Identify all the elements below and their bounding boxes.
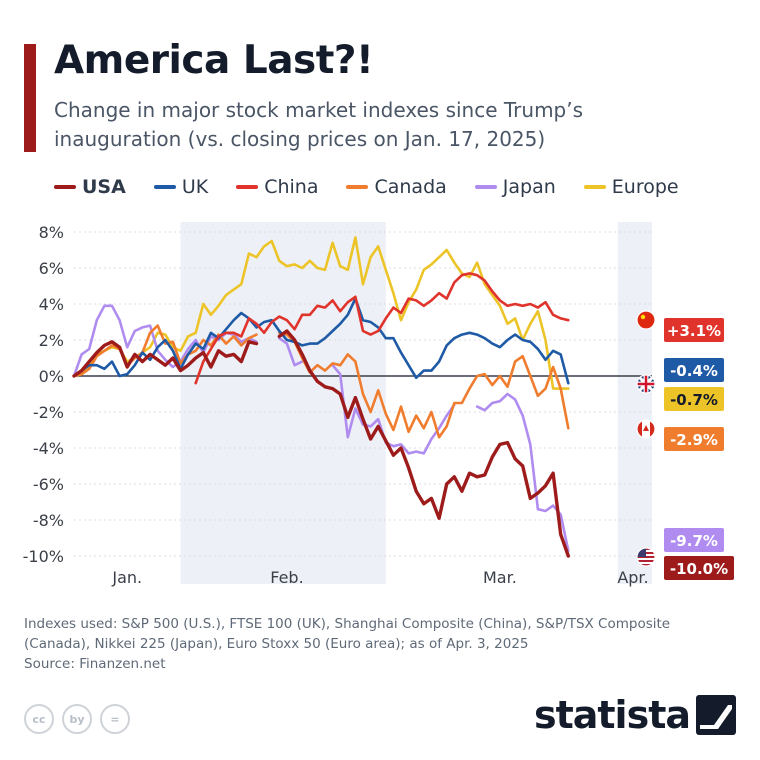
cc-icon[interactable]: cc <box>24 704 54 734</box>
legend-item-japan: Japan <box>474 176 556 198</box>
legend-label-usa: USA <box>82 176 126 198</box>
shaded-band-1 <box>617 222 652 584</box>
uk-flag-icon <box>636 374 656 394</box>
page-title: America Last?! <box>54 38 374 83</box>
flag-ring <box>636 547 656 567</box>
legend-swatch-europe <box>583 185 606 189</box>
title-accent-bar <box>24 44 36 152</box>
source-line: Source: Finanzen.net <box>24 656 166 672</box>
ca-flag-icon <box>636 419 656 439</box>
page-subtitle: Change in major stock market indexes sin… <box>54 98 584 151</box>
license-icons: cc by = <box>24 704 138 734</box>
end-label-uk: -0.4% <box>670 362 718 380</box>
flag-stripe <box>637 560 655 562</box>
end-label-usa: -10.0% <box>670 560 728 578</box>
end-label-box-usa <box>664 556 734 580</box>
legend-item-uk: UK <box>153 176 209 198</box>
indexes-note: Indexes used: S&P 500 (U.S.), FTSE 100 (… <box>24 616 671 652</box>
cn-flag-icon <box>636 310 656 330</box>
legend-swatch-uk <box>153 185 176 189</box>
y-tick-label: -10% <box>23 547 64 566</box>
x-tick-label: Mar. <box>483 568 517 587</box>
series-line-japan <box>278 336 304 367</box>
series-line-china <box>194 272 570 385</box>
series-line-usa <box>72 340 259 378</box>
chart-legend: USA UK China Canada Japan Europe <box>54 176 707 198</box>
y-tick-label: 2% <box>39 331 64 350</box>
end-label-japan: -9.7% <box>670 532 718 550</box>
flag-body <box>637 420 655 438</box>
series-line-canada <box>278 331 570 439</box>
legend-swatch-usa <box>54 185 76 189</box>
flag-star <box>640 314 646 320</box>
line-chart: 8% 6% 4% 2% 0% -2% -4% -6% -8% -10% Jan. Feb. Mar. Ap… <box>23 222 734 587</box>
y-tick-label: 8% <box>39 223 64 242</box>
legend-label-japan: Japan <box>502 176 556 198</box>
no-derivatives-icon[interactable]: = <box>100 704 130 734</box>
y-tick-label: -4% <box>33 439 64 458</box>
statista-mark-icon <box>696 695 736 735</box>
end-label-box-canada <box>664 427 724 451</box>
series-line-usa <box>277 329 570 558</box>
y-tick-label: 4% <box>39 295 64 314</box>
legend-label-uk: UK <box>181 176 209 198</box>
end-label-europe: -0.7% <box>670 391 718 409</box>
legend-item-canada: Canada <box>346 176 447 198</box>
legend-item-usa: USA <box>54 176 126 198</box>
flag-stripe <box>637 564 655 566</box>
legend-item-europe: Europe <box>583 176 679 198</box>
legend-label-canada: Canada <box>374 176 447 198</box>
end-label-box-uk <box>664 358 724 382</box>
flag-canton <box>637 548 646 557</box>
y-tick-label: 6% <box>39 259 64 278</box>
legend-label-china: China <box>264 176 319 198</box>
y-tick-label: -2% <box>33 403 64 422</box>
series-line-europe <box>72 236 570 390</box>
flag-ring <box>636 374 656 394</box>
statista-logo[interactable]: statista <box>534 693 736 737</box>
end-label-box-europe <box>664 387 724 411</box>
flag-ring <box>636 310 656 330</box>
x-tick-label: Feb. <box>270 568 303 587</box>
flag-body <box>637 548 655 566</box>
end-label-box-china <box>664 318 724 342</box>
legend-swatch-japan <box>474 185 497 189</box>
series-line-japan <box>475 392 570 552</box>
flag-ring <box>636 419 656 439</box>
us-flag-icon <box>636 547 656 567</box>
attribution-icon[interactable]: by <box>62 704 92 734</box>
flag-band-left <box>637 420 642 438</box>
y-tick-label: -6% <box>33 475 64 494</box>
flag-cross-red <box>637 375 655 393</box>
series-line-japan <box>331 363 456 455</box>
legend-item-china: China <box>236 176 318 198</box>
end-label-china: +3.1% <box>667 322 721 340</box>
flag-band-right <box>650 420 655 438</box>
x-tick-label: Jan. <box>111 568 142 587</box>
series-line-uk <box>72 297 570 385</box>
legend-swatch-canada <box>346 185 369 189</box>
end-label-canada: -2.9% <box>670 431 718 449</box>
flag-body <box>637 311 655 329</box>
source-notes: Indexes used: S&P 500 (U.S.), FTSE 100 (… <box>24 614 724 674</box>
flag-leaf <box>643 425 649 431</box>
y-tick-label: -8% <box>33 511 64 530</box>
legend-swatch-china <box>236 185 259 189</box>
end-label-box-japan <box>664 528 724 552</box>
legend-label-europe: Europe <box>611 176 679 198</box>
y-tick-label: 0% <box>39 367 64 386</box>
x-tick-label: Apr. <box>617 568 648 587</box>
series-line-canada <box>72 324 258 378</box>
brand-wordmark: statista <box>533 693 691 737</box>
